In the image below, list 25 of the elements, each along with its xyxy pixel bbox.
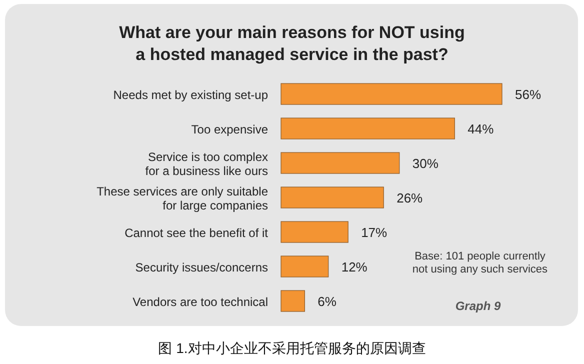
data-label: 44% (468, 122, 494, 136)
y-tick-label: Needs met by existing set-up (113, 88, 268, 102)
y-tick-label: Vendors are too technical (132, 295, 268, 309)
data-label: 56% (515, 87, 542, 102)
y-tick-label: Security issues/concerns (135, 260, 268, 274)
y-tick-label: Service is too complex for a business like ours (145, 150, 268, 178)
caption: 图 1.对中小企业不采用托管服务的原因调查 (158, 340, 426, 356)
data-label: 17% (361, 225, 388, 240)
bar (280, 186, 384, 208)
data-label: 12% (341, 260, 368, 274)
bar (280, 118, 455, 140)
bar (280, 221, 348, 243)
annotation: Base: 101 people currently not using any such services (412, 250, 548, 276)
data-label: 6% (318, 294, 337, 309)
y-tick-label: Cannot see the benefit of it (124, 226, 269, 240)
bar (280, 152, 400, 174)
y-tick-label: Too expensive (191, 122, 268, 136)
bar (280, 290, 305, 312)
annotation: Graph 9 (455, 299, 501, 313)
y-tick-label: These services are only suitable for large companies (96, 184, 268, 212)
bar (280, 83, 502, 105)
chart-title: What are your main reasons for NOT using a hosted managed service in the past? (119, 23, 465, 64)
data-label: 26% (396, 190, 424, 206)
bar (280, 256, 329, 278)
data-label: 30% (412, 156, 439, 171)
